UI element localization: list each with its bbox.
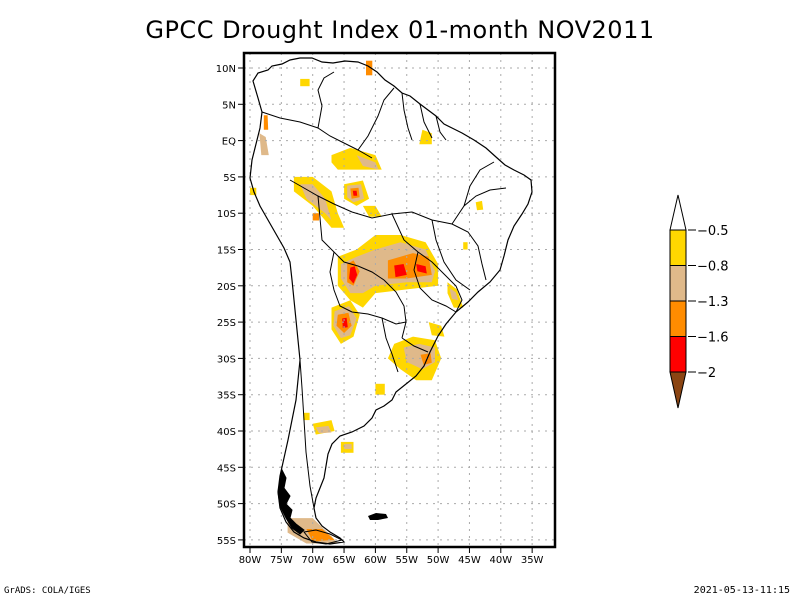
lon-tick-label: 45W bbox=[458, 555, 481, 566]
lat-tick-label: 5N bbox=[222, 100, 236, 111]
drought-region-patagonia-center-b2 bbox=[315, 425, 332, 434]
map-title: GPCC Drought Index 01-month NOV2011 bbox=[145, 16, 655, 44]
lon-tick-label: 40W bbox=[489, 555, 512, 566]
lat-tick-label: 25S bbox=[217, 318, 236, 329]
drought-region-sao-paulo-b2 bbox=[449, 288, 459, 301]
lon-tick-label: 55W bbox=[395, 555, 418, 566]
drought-region-uruguay-coast bbox=[375, 383, 385, 395]
lat-tick-label: 20S bbox=[217, 282, 236, 293]
continent-outline bbox=[249, 57, 533, 545]
falkland-islands bbox=[368, 513, 388, 520]
drought-region-rondonia-b4 bbox=[352, 190, 358, 196]
colorbar-level-label: −0.5 bbox=[697, 224, 729, 239]
colorbar-segment bbox=[669, 265, 687, 302]
colorbar-level-label: −0.8 bbox=[697, 260, 729, 275]
colorbar-segment bbox=[669, 300, 687, 337]
axis-ticks: 10N 5N EQ 5S 10S 15S 20S 25S 30S 35S 40S 45S 50S 55S8… bbox=[216, 64, 544, 566]
drought-region-goias-patch bbox=[463, 242, 468, 250]
colorbar-segment bbox=[669, 229, 687, 266]
lon-tick-label: 80W bbox=[239, 555, 262, 566]
drought-region-para-coast bbox=[419, 129, 432, 145]
drought-region-colombia-andes-b3 bbox=[263, 115, 269, 130]
lat-tick-label: 15S bbox=[217, 246, 236, 257]
lat-tick-label: 30S bbox=[217, 354, 236, 365]
drought-region-rio-grande-do-sul-b3 bbox=[420, 353, 432, 365]
lon-tick-label: 60W bbox=[364, 555, 387, 566]
lat-tick-label: 5S bbox=[223, 173, 236, 184]
drought-region-patagonia-south-b3 bbox=[306, 529, 335, 542]
timestamp: 2021-05-13-11:15 bbox=[693, 585, 790, 596]
drought-region-guyana-coast bbox=[366, 60, 373, 76]
lat-tick-label: 10N bbox=[216, 64, 236, 75]
colorbar-lower-triangle bbox=[669, 371, 687, 409]
colorbar-level-label: −1.6 bbox=[697, 331, 729, 346]
drought-region-peru-east-inner bbox=[300, 184, 332, 221]
lon-tick-label: 65W bbox=[333, 555, 356, 566]
lon-tick-label: 35W bbox=[521, 555, 544, 566]
map-frame bbox=[242, 51, 557, 549]
drought-region-peru-east-core bbox=[312, 213, 319, 221]
grads-credit: GrADS: COLA/IGES bbox=[4, 586, 91, 596]
coastline-borders-layer bbox=[249, 57, 533, 545]
colorbar-upper-triangle bbox=[669, 194, 687, 231]
lat-tick-label: 40S bbox=[217, 427, 236, 438]
drought-region-western-amazon-inner bbox=[356, 155, 379, 170]
lon-tick-label: 75W bbox=[270, 555, 293, 566]
lat-tick-label: 35S bbox=[217, 391, 236, 402]
colorbar-level-label: −1.3 bbox=[697, 295, 729, 310]
drought-region-matogrosso-b4a bbox=[394, 264, 407, 278]
lon-tick-label: 50W bbox=[427, 555, 450, 566]
colorbar-level-label: −2 bbox=[697, 366, 716, 381]
drought-region-colombia-andes bbox=[259, 133, 269, 156]
southern-coast-detail bbox=[277, 468, 305, 535]
drought-region-bahia-patch bbox=[475, 200, 484, 211]
drought-shading-layer bbox=[250, 60, 484, 544]
drought-region-bolivia-east bbox=[362, 205, 382, 217]
map-background bbox=[244, 53, 555, 547]
colorbar-segment bbox=[669, 336, 687, 373]
lat-tick-label: 50S bbox=[217, 500, 236, 511]
drought-region-matogrosso-b4b bbox=[416, 264, 427, 274]
drought-region-chile-central bbox=[303, 412, 310, 421]
lat-tick-label: 10S bbox=[217, 209, 236, 220]
lon-tick-label: 70W bbox=[301, 555, 324, 566]
lat-tick-label: 55S bbox=[217, 536, 236, 547]
colorbar-legend: −0.5 −0.8 −1.3 −1.6 −2 bbox=[669, 194, 729, 409]
lat-tick-label: 45S bbox=[217, 463, 236, 474]
drought-region-patagonia-east-b2 bbox=[344, 444, 352, 450]
tierra-del-fuego bbox=[303, 529, 344, 545]
drought-region-venezuela-nw bbox=[300, 78, 310, 87]
drought-region-bolivia-b4 bbox=[349, 266, 358, 284]
lat-tick-label: EQ bbox=[222, 137, 236, 148]
country-borders bbox=[261, 71, 507, 509]
